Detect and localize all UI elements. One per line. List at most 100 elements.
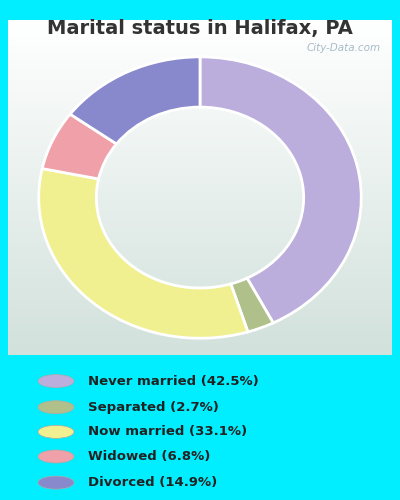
Bar xyxy=(8,125,392,127)
Bar xyxy=(8,208,392,210)
Bar xyxy=(8,346,392,348)
Bar xyxy=(8,148,392,150)
Bar xyxy=(8,85,392,87)
Text: Marital status in Halifax, PA: Marital status in Halifax, PA xyxy=(47,19,353,38)
Bar xyxy=(8,190,392,192)
Bar xyxy=(8,40,392,42)
Bar xyxy=(8,219,392,221)
Bar xyxy=(8,282,392,284)
Bar xyxy=(8,87,392,89)
Bar xyxy=(8,210,392,212)
Bar xyxy=(8,337,392,340)
Bar xyxy=(8,322,392,324)
Bar xyxy=(8,116,392,118)
Bar xyxy=(8,290,392,292)
Bar xyxy=(8,279,392,281)
Bar xyxy=(8,312,392,315)
Bar xyxy=(8,110,392,112)
Bar xyxy=(8,299,392,302)
Bar xyxy=(8,181,392,183)
Bar xyxy=(8,335,392,337)
Bar xyxy=(8,122,392,125)
Bar xyxy=(8,350,392,353)
Bar xyxy=(8,120,392,122)
Bar xyxy=(8,297,392,299)
Bar xyxy=(8,196,392,198)
Bar xyxy=(8,203,392,205)
Bar xyxy=(8,320,392,322)
Bar xyxy=(8,22,392,25)
Bar xyxy=(8,74,392,76)
Bar xyxy=(8,72,392,74)
Wedge shape xyxy=(70,57,200,144)
Bar xyxy=(8,172,392,174)
Bar xyxy=(8,96,392,98)
Bar xyxy=(8,332,392,335)
Bar xyxy=(8,234,392,236)
Bar xyxy=(8,261,392,264)
Bar xyxy=(8,80,392,82)
Bar xyxy=(8,130,392,132)
Bar xyxy=(8,232,392,234)
Bar xyxy=(8,152,392,154)
Wedge shape xyxy=(200,57,361,323)
Bar xyxy=(8,136,392,138)
Bar xyxy=(8,246,392,248)
Circle shape xyxy=(38,476,74,489)
Bar xyxy=(8,44,392,47)
Bar xyxy=(8,118,392,120)
Bar xyxy=(8,163,392,165)
Bar xyxy=(8,348,392,350)
Bar xyxy=(8,29,392,31)
Bar xyxy=(8,56,392,58)
Bar xyxy=(8,317,392,320)
Bar xyxy=(8,176,392,178)
Bar xyxy=(8,328,392,330)
Bar xyxy=(8,150,392,152)
Bar xyxy=(8,107,392,110)
Bar xyxy=(8,286,392,288)
Bar xyxy=(8,340,392,342)
Bar xyxy=(8,201,392,203)
Bar xyxy=(8,132,392,134)
Bar xyxy=(8,353,392,355)
Bar xyxy=(8,114,392,116)
Bar xyxy=(8,315,392,317)
Bar xyxy=(8,310,392,312)
Bar xyxy=(8,239,392,241)
Bar xyxy=(8,288,392,290)
Bar xyxy=(8,94,392,96)
Bar xyxy=(8,206,392,208)
Bar xyxy=(8,160,392,163)
Bar xyxy=(8,252,392,254)
Circle shape xyxy=(38,400,74,413)
Bar xyxy=(8,259,392,261)
Bar xyxy=(8,330,392,332)
Bar xyxy=(8,230,392,232)
Bar xyxy=(8,89,392,92)
Bar xyxy=(8,165,392,168)
Bar xyxy=(8,67,392,69)
Text: Widowed (6.8%): Widowed (6.8%) xyxy=(88,450,210,463)
Bar xyxy=(8,24,392,26)
Bar xyxy=(8,228,392,230)
Bar xyxy=(8,212,392,214)
Bar xyxy=(8,214,392,216)
Bar xyxy=(8,170,392,172)
Bar xyxy=(8,36,392,38)
Bar xyxy=(8,277,392,279)
Bar xyxy=(8,168,392,170)
Bar xyxy=(8,62,392,64)
Bar xyxy=(8,264,392,266)
Bar xyxy=(8,100,392,102)
Bar xyxy=(8,254,392,256)
Text: City-Data.com: City-Data.com xyxy=(306,44,380,54)
Bar xyxy=(8,140,392,143)
Bar xyxy=(8,31,392,34)
Text: Never married (42.5%): Never married (42.5%) xyxy=(88,374,259,388)
Bar xyxy=(8,20,392,22)
Bar xyxy=(8,156,392,158)
Bar xyxy=(8,223,392,226)
Bar xyxy=(8,308,392,310)
Bar xyxy=(8,105,392,107)
